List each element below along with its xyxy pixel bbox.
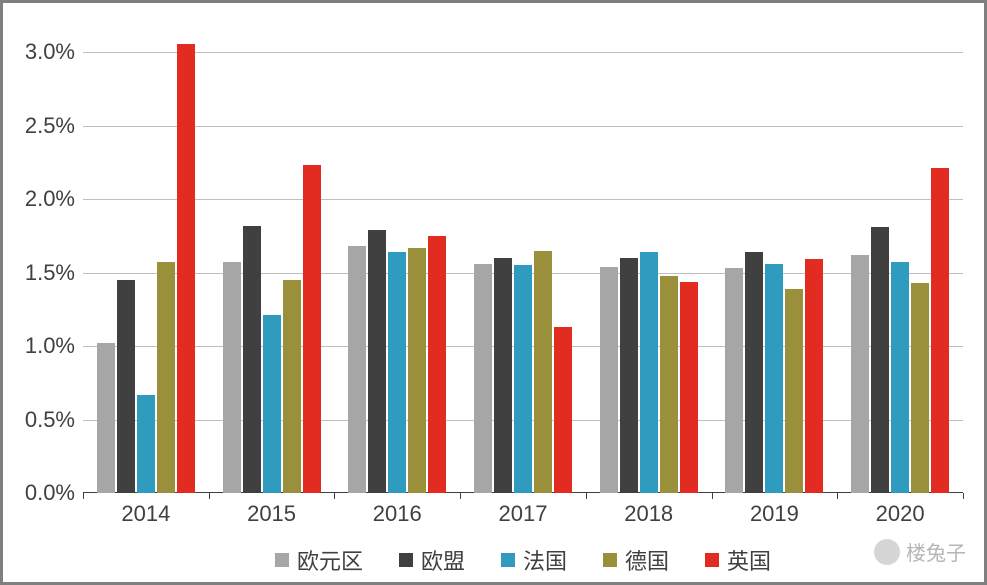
- bar: [428, 236, 446, 493]
- bar: [534, 251, 552, 493]
- x-tick-label: 2015: [247, 493, 296, 527]
- bar: [303, 165, 321, 493]
- bar: [805, 259, 823, 493]
- bar: [891, 262, 909, 493]
- x-tick: [460, 493, 461, 499]
- bar: [620, 258, 638, 493]
- legend-swatch: [705, 553, 719, 567]
- x-tick: [209, 493, 210, 499]
- bar: [931, 168, 949, 493]
- bar-group: [460, 23, 586, 493]
- bar: [177, 44, 195, 493]
- bar: [554, 327, 572, 493]
- legend-swatch: [603, 553, 617, 567]
- bar: [640, 252, 658, 493]
- bar: [223, 262, 241, 493]
- bar: [474, 264, 492, 493]
- bar: [871, 227, 889, 493]
- bar: [137, 395, 155, 493]
- bar-group: [712, 23, 838, 493]
- bar: [600, 267, 618, 493]
- bar: [680, 282, 698, 494]
- bar: [368, 230, 386, 493]
- bar: [785, 289, 803, 493]
- y-tick-label: 1.5%: [25, 260, 83, 286]
- legend-item: 欧元区: [275, 544, 363, 576]
- y-tick-label: 0.5%: [25, 407, 83, 433]
- bar-group: [837, 23, 963, 493]
- x-tick: [586, 493, 587, 499]
- legend-label: 法国: [523, 544, 567, 576]
- legend-label: 欧盟: [421, 544, 465, 576]
- legend-swatch: [275, 553, 289, 567]
- bar: [157, 262, 175, 493]
- legend-swatch: [399, 553, 413, 567]
- legend-swatch: [501, 553, 515, 567]
- bar: [725, 268, 743, 493]
- bar-group: [83, 23, 209, 493]
- bar: [263, 315, 281, 493]
- bar: [117, 280, 135, 493]
- legend-item: 法国: [501, 544, 567, 576]
- y-tick-label: 2.5%: [25, 113, 83, 139]
- x-tick: [837, 493, 838, 499]
- bar: [765, 264, 783, 493]
- bar: [348, 246, 366, 493]
- bar: [283, 280, 301, 493]
- chart-frame: 0.0% 0.5% 1.0% 1.5% 2.0% 2.5% 3.0% 2014 2015 2016…: [0, 0, 987, 585]
- bar: [851, 255, 869, 493]
- legend-label: 英国: [727, 544, 771, 576]
- legend-label: 德国: [625, 544, 669, 576]
- x-tick: [83, 493, 84, 499]
- bar: [514, 265, 532, 493]
- legend-item: 欧盟: [399, 544, 465, 576]
- bar: [243, 226, 261, 493]
- bar: [494, 258, 512, 493]
- y-tick-label: 0.0%: [25, 480, 83, 506]
- x-tick-label: 2017: [499, 493, 548, 527]
- bar-group: [586, 23, 712, 493]
- x-tick-label: 2018: [624, 493, 673, 527]
- y-tick-label: 1.0%: [25, 333, 83, 359]
- x-tick-label: 2016: [373, 493, 422, 527]
- x-tick: [963, 493, 964, 499]
- bar-group: [209, 23, 335, 493]
- x-tick-label: 2014: [121, 493, 170, 527]
- y-tick-label: 2.0%: [25, 186, 83, 212]
- legend-item: 德国: [603, 544, 669, 576]
- x-tick: [334, 493, 335, 499]
- bar: [911, 283, 929, 493]
- legend-item: 英国: [705, 544, 771, 576]
- bar-group: [334, 23, 460, 493]
- x-tick-label: 2019: [750, 493, 799, 527]
- legend: 欧元区 欧盟 法国 德国 英国: [83, 544, 963, 576]
- plot-area: 0.0%0.5%1.0%1.5%2.0%2.5%3.0%201420152016…: [83, 23, 963, 493]
- y-tick-label: 3.0%: [25, 39, 83, 65]
- x-tick: [712, 493, 713, 499]
- legend-label: 欧元区: [297, 544, 363, 576]
- bar: [388, 252, 406, 493]
- bar: [745, 252, 763, 493]
- x-tick-label: 2020: [876, 493, 925, 527]
- bar: [660, 276, 678, 493]
- bar: [408, 248, 426, 493]
- bar: [97, 343, 115, 493]
